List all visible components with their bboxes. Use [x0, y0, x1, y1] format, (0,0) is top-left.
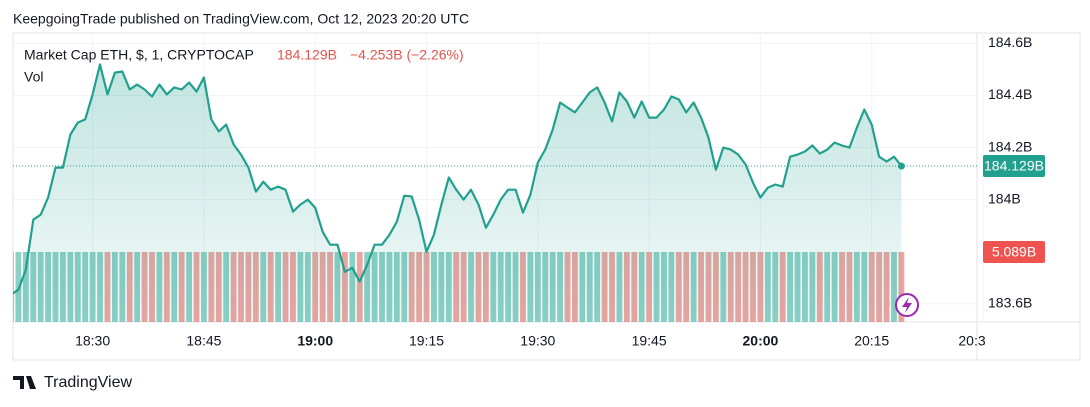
x-tick-label: 19:15 [409, 333, 444, 349]
legend-last: 184.129B [277, 47, 337, 63]
price-line [13, 63, 903, 295]
y-tick-label: 184.2B [988, 138, 1032, 154]
last-price-badge [983, 155, 1045, 178]
y-tick-label: 184.6B [988, 34, 1032, 50]
x-tick-label: 19:30 [520, 333, 555, 349]
legend-change: −4.253B (−2.26%) [350, 47, 464, 63]
y-tick-label: 183.6B [988, 294, 1032, 310]
x-tick-label: 19:45 [632, 333, 667, 349]
header-text: KeepgoingTrade published on TradingView.… [13, 11, 469, 27]
x-tick-label: 20:3 [958, 333, 985, 349]
volume-label: 5.089B [992, 244, 1036, 260]
volume-badge [983, 240, 1045, 263]
brand-name[interactable]: TradingView [44, 374, 132, 391]
chart-frame [12, 32, 1081, 361]
price-area [13, 64, 902, 322]
x-tick-label: 19:00 [297, 333, 333, 349]
alert-icon[interactable] [895, 293, 919, 317]
legend-volume: Vol [24, 69, 43, 85]
legend-symbol: Market Cap ETH, $, 1, CRYPTOCAP [24, 47, 254, 63]
last-price-dot [897, 162, 905, 170]
plot-area [13, 63, 977, 322]
brand-logo[interactable] [13, 376, 36, 389]
volume-bar [13, 251, 14, 322]
last-price-label: 184.129B [984, 158, 1044, 174]
x-tick-label: 20:00 [743, 333, 779, 349]
x-tick-label: 18:30 [75, 333, 110, 349]
axes: 183.6B 184B 184.2B 184.4B 184.6B 18:30 18:45 19… [75, 34, 1045, 349]
x-tick-label: 20:15 [854, 333, 889, 349]
x-tick-label: 18:45 [186, 333, 221, 349]
y-tick-label: 184B [988, 190, 1021, 206]
y-tick-label: 184.4B [988, 86, 1032, 102]
